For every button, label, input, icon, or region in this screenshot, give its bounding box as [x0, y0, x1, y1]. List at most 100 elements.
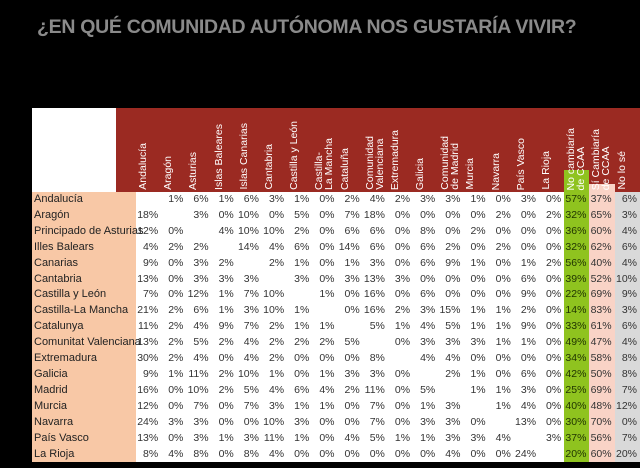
table-cell: 2% [488, 207, 514, 224]
table-cell: 16% [362, 287, 388, 304]
table-cell: 0% [488, 271, 514, 288]
table-cell: 4% [438, 351, 464, 367]
table-cell: 65% [589, 207, 615, 224]
table-cell: 2% [387, 192, 414, 208]
table-cell: 0% [614, 414, 640, 431]
table-cell: 9% [614, 287, 640, 304]
table-cell: 7% [186, 398, 212, 415]
table-cell: 1% [287, 319, 313, 336]
table-cell: 37% [564, 430, 590, 447]
table-cell: 0% [312, 255, 338, 272]
table-cell: 0% [161, 255, 187, 272]
column-header: No lo sé [614, 108, 640, 192]
column-header-label: Islas Canarias [237, 123, 250, 190]
column-header: La Rioja [539, 108, 565, 192]
table-cell: 0% [161, 398, 187, 415]
table-cell: 61% [589, 319, 615, 336]
table-cell: 6% [287, 382, 313, 399]
column-header-label: Cantabria [262, 144, 275, 190]
table-row: Cantabria 13% 0% 3% 3% 3% 3% 0% 3% 13% 3% 0% 0% 0% 0% 6… [32, 271, 640, 288]
table-cell: 10% [261, 287, 288, 304]
column-header-label: País Vasco [514, 137, 527, 190]
table-cell: 3% [463, 430, 489, 447]
table-cell: 69% [589, 382, 615, 399]
table-cell: 4% [614, 223, 640, 240]
row-label: Galicia [32, 366, 137, 383]
table-cell: 6% [362, 223, 388, 240]
row-label: Castilla-La Mancha [32, 303, 137, 320]
table-cell: 3% [261, 192, 288, 208]
table-cell: 47% [589, 335, 615, 352]
table-cell: 2% [337, 382, 363, 399]
table-cell: 7% [362, 414, 388, 431]
table-cell: 11% [186, 366, 212, 383]
table-cell: 8% [413, 223, 439, 240]
column-header-label: Castilla y León [288, 121, 301, 190]
table-cell: 0% [211, 207, 237, 224]
table-cell: 3% [186, 430, 212, 447]
table-cell: 13% [136, 335, 162, 352]
table-cell: 1% [312, 287, 338, 304]
table-cell: 6% [287, 239, 313, 256]
table-cell: 2% [261, 319, 288, 336]
column-header: Andalucía [136, 108, 162, 192]
table-cell: 3% [413, 414, 439, 431]
table-cell: 10% [186, 382, 212, 399]
table-cell: 2% [261, 335, 288, 352]
table-cell: 0% [539, 192, 565, 208]
table-cell: 4% [261, 382, 288, 399]
column-header-label: Comunidad Valenciana [363, 136, 386, 190]
table-cell: 14% [337, 239, 363, 256]
table-cell: 7% [236, 287, 262, 304]
table-cell: 3% [438, 192, 464, 208]
table-cell: 1% [161, 366, 187, 383]
table-cell: 4% [337, 430, 363, 447]
table-cell: 1% [387, 430, 414, 447]
table-cell: 4% [236, 351, 262, 367]
table-row: Galicia 9% 1% 11% 2% 10% 1% 0% 1% 3% 3% 0% 2% 1% 0% 6% 0… [32, 366, 640, 383]
table-cell: 0% [261, 207, 288, 224]
table-cell: 4% [513, 398, 540, 415]
table-cell [387, 351, 414, 367]
table-row: La Rioja 8% 4% 8% 0% 8% 4% 0% 0% 0% 0% 0% 0% 4% 0% 0% 24… [32, 446, 640, 463]
table-cell: 8% [236, 446, 262, 463]
table-cell: 0% [539, 398, 565, 415]
table-cell: 0% [387, 366, 414, 383]
table-cell: 0% [236, 414, 262, 431]
table-cell: 56% [589, 430, 615, 447]
table-cell: 0% [287, 351, 313, 367]
table-cell: 0% [337, 398, 363, 415]
table-cell: 0% [161, 382, 187, 399]
table-cell: 34% [564, 351, 590, 367]
table-cell: 3% [513, 192, 540, 208]
column-header: Asturias [186, 108, 212, 192]
table-cell: 5% [186, 335, 212, 352]
column-header-label: Extremadura [388, 129, 401, 190]
table-cell: 10% [236, 223, 262, 240]
table-cell: 1% [488, 303, 514, 320]
table-cell: 12% [136, 223, 162, 240]
table-cell: 20% [564, 446, 590, 463]
table-row: Castilla y León 7% 0% 12% 1% 7% 10% 1% 0% 16% 0% 6%… [32, 287, 640, 304]
table-cell: 0% [539, 271, 565, 288]
table-cell: 18% [362, 207, 388, 224]
table-cell: 3% [539, 430, 565, 447]
table-cell: 0% [488, 287, 514, 304]
table-cell: 6% [614, 192, 640, 208]
column-header-label: Comunidad de Madrid [439, 136, 462, 190]
table-cell: 49% [564, 335, 590, 352]
table-cell: 0% [387, 223, 414, 240]
table-cell: 7% [614, 430, 640, 447]
table-cell: 6% [413, 239, 439, 256]
column-header: Navarra [488, 108, 514, 192]
table-cell: 2% [211, 366, 237, 383]
column-header: Islas Baleares [211, 108, 237, 192]
table-cell: 0% [337, 351, 363, 367]
table-cell: 7% [337, 207, 363, 224]
table-cell: 1% [463, 255, 489, 272]
table-cell: 0% [287, 366, 313, 383]
table-cell: 3% [287, 414, 313, 431]
table-cell: 11% [136, 319, 162, 336]
table-cell: 48% [589, 398, 615, 415]
table-cell: 4% [614, 255, 640, 272]
